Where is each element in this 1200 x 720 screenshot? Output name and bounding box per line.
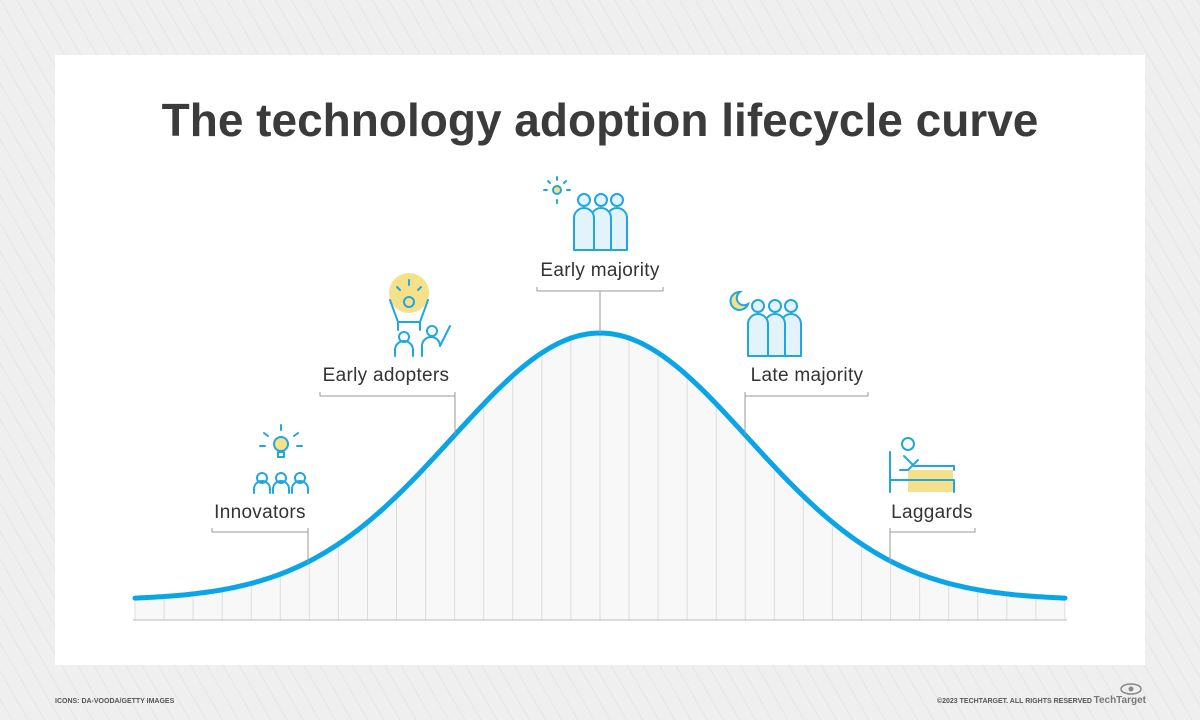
icon-innovators: [253, 424, 309, 494]
logo: TechTarget: [1094, 683, 1147, 706]
bracket: [536, 287, 664, 333]
stage-label: Early majority: [540, 260, 659, 281]
brackets: [211, 287, 976, 563]
bracket: [744, 392, 869, 435]
bracket: [889, 528, 976, 563]
stage-label: Early adopters: [323, 365, 450, 386]
bracket: [211, 528, 309, 563]
copyright: ©2023 TECHTARGET. ALL RIGHTS RESERVED: [937, 697, 1092, 705]
stage-label: Innovators: [214, 502, 306, 523]
title: The technology adoption lifecycle curve: [162, 94, 1039, 146]
stage-label: Late majority: [751, 365, 864, 386]
stage-label: Laggards: [891, 502, 973, 523]
credit: ICONS: DA-VOODA/GETTY IMAGES: [55, 698, 175, 705]
icon-early-majority: [543, 176, 628, 251]
curve-group: [132, 330, 1068, 621]
icon-laggards: [889, 437, 955, 493]
logo-text: TechTarget: [1094, 695, 1147, 706]
icon-late-majority: [729, 290, 802, 357]
icon-early-adopters: [389, 273, 451, 357]
bracket: [319, 392, 456, 435]
